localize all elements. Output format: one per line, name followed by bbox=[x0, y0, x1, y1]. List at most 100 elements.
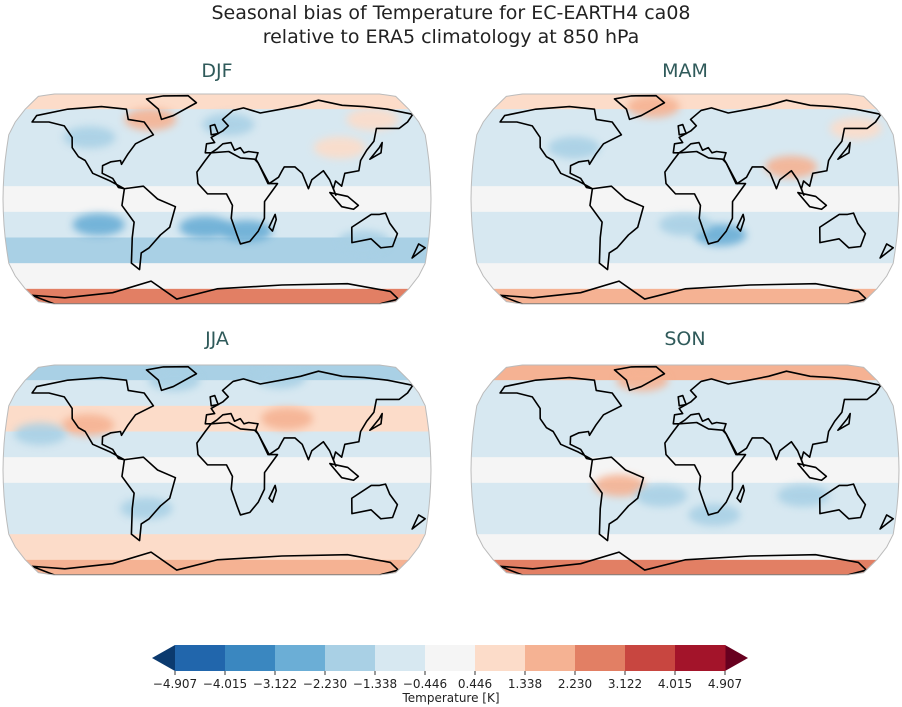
coastline-greenland bbox=[145, 94, 198, 121]
figure-title-line1: Seasonal bias of Temperature for EC-EART… bbox=[211, 2, 691, 24]
colorbar-bin bbox=[325, 645, 376, 671]
coastline-eurasia bbox=[672, 99, 882, 196]
regional-anomaly bbox=[63, 126, 116, 149]
zonal-bias-band bbox=[3, 288, 431, 304]
zonal-bias-band bbox=[471, 534, 899, 561]
coastline-japan bbox=[837, 141, 851, 161]
coastline-south-america bbox=[121, 456, 177, 542]
coastline-sumatra-borneo bbox=[797, 191, 828, 211]
regional-anomaly bbox=[202, 113, 255, 136]
figure-title-line2: relative to ERA5 climatology at 850 hPa bbox=[262, 26, 640, 48]
coastline-eurasia bbox=[672, 370, 882, 467]
colorbar-bin bbox=[575, 645, 626, 671]
coastline-north-america bbox=[31, 105, 155, 190]
coastline-greenland bbox=[613, 94, 666, 121]
zonal-bias-band bbox=[3, 160, 431, 187]
coastline-south-america bbox=[589, 185, 645, 271]
zonal-bias-band bbox=[3, 94, 431, 110]
zonal-bias-band bbox=[471, 186, 899, 213]
zonal-bias-band bbox=[471, 431, 899, 458]
zonal-bias-band bbox=[471, 365, 899, 381]
coastline-madagascar bbox=[736, 213, 746, 232]
coastline-australia bbox=[818, 483, 867, 520]
zonal-bias-band bbox=[471, 94, 899, 110]
coastline-australia bbox=[350, 483, 399, 520]
zonal-bias-band bbox=[471, 288, 899, 304]
coastline-sumatra-borneo bbox=[329, 462, 360, 482]
colorbar-tick-label: −4.015 bbox=[203, 677, 247, 691]
colorbar-bin bbox=[175, 645, 226, 671]
map-border bbox=[470, 364, 900, 576]
zonal-bias-band bbox=[471, 559, 899, 575]
regional-anomaly bbox=[124, 108, 177, 131]
zonal-bias-band bbox=[471, 263, 899, 290]
regional-anomaly bbox=[72, 213, 125, 236]
colorbar-tick-label: 3.122 bbox=[608, 677, 642, 691]
zonal-bias-band bbox=[471, 160, 899, 187]
coastline-australia bbox=[818, 212, 867, 249]
map-mam bbox=[470, 93, 900, 305]
coastline-madagascar bbox=[268, 213, 278, 232]
regional-anomaly bbox=[62, 414, 115, 437]
coastline-sumatra-borneo bbox=[797, 462, 828, 482]
zonal-bias-band bbox=[3, 457, 431, 484]
zonal-bias-band bbox=[3, 263, 431, 290]
colorbar-bin bbox=[375, 645, 426, 671]
colorbar-bin bbox=[275, 645, 326, 671]
zonal-bias-band bbox=[471, 457, 899, 484]
zonal-bias-band bbox=[3, 482, 431, 510]
colorbar-bin bbox=[225, 645, 276, 671]
coastline-japan bbox=[837, 412, 851, 432]
regional-anomaly bbox=[765, 155, 818, 178]
coastline-new-zealand bbox=[879, 243, 894, 259]
coastline-madagascar bbox=[736, 484, 746, 503]
coastline-africa bbox=[664, 421, 747, 516]
coastline-antarctica bbox=[30, 280, 400, 304]
coastline-greenland bbox=[145, 365, 198, 392]
colorbar-label: Temperature [K] bbox=[401, 691, 499, 705]
colorbar-tick-label: 2.230 bbox=[558, 677, 592, 691]
coastline-north-america bbox=[499, 376, 623, 461]
coastline-south-america bbox=[121, 185, 177, 271]
regional-anomaly bbox=[548, 136, 601, 159]
map-border bbox=[2, 364, 432, 576]
coastline-britain bbox=[677, 123, 687, 136]
regional-anomaly bbox=[337, 230, 390, 253]
coastline-africa bbox=[664, 150, 747, 245]
regional-anomaly bbox=[688, 503, 741, 526]
coastline-eurasia bbox=[204, 370, 414, 467]
colorbar-tick-label: −3.122 bbox=[253, 677, 297, 691]
panel-title-djf: DJF bbox=[201, 60, 233, 82]
coastline-north-america bbox=[499, 105, 623, 190]
zonal-bias-band bbox=[3, 559, 431, 575]
regional-anomaly bbox=[120, 497, 173, 520]
map-jja bbox=[2, 364, 432, 576]
map-djf bbox=[2, 93, 432, 305]
map-border bbox=[2, 93, 432, 305]
regional-anomaly bbox=[635, 484, 688, 507]
zonal-bias-band bbox=[3, 508, 431, 535]
zonal-bias-band bbox=[3, 534, 431, 561]
colorbar-tick-label: −2.230 bbox=[303, 677, 347, 691]
coastline-africa bbox=[196, 421, 279, 516]
panel-title-son: SON bbox=[664, 328, 706, 350]
zonal-bias-band bbox=[471, 508, 899, 535]
colorbar: −4.907 −4.015 −3.122 −2.230 −1.338 −0.446 0.44… bbox=[152, 645, 748, 705]
regional-anomaly bbox=[254, 366, 307, 389]
coastline-australia bbox=[350, 212, 399, 249]
map-son bbox=[470, 364, 900, 576]
colorbar-tick-label: 1.338 bbox=[508, 677, 542, 691]
regional-anomaly bbox=[148, 369, 201, 392]
coastline-sumatra-borneo bbox=[329, 191, 360, 211]
panel-title-jja: JJA bbox=[205, 328, 229, 350]
zonal-bias-band bbox=[3, 365, 431, 381]
colorbar-bin bbox=[475, 645, 526, 671]
regional-anomaly bbox=[179, 216, 232, 239]
regional-anomaly bbox=[261, 407, 314, 430]
panel-title-mam: MAM bbox=[662, 60, 708, 82]
coastline-japan bbox=[369, 141, 383, 161]
colorbar-tick-label: 4.907 bbox=[708, 677, 742, 691]
coastline-japan bbox=[369, 412, 383, 432]
colorbar-extend-high bbox=[725, 645, 748, 671]
colorbar-bin bbox=[525, 645, 576, 671]
